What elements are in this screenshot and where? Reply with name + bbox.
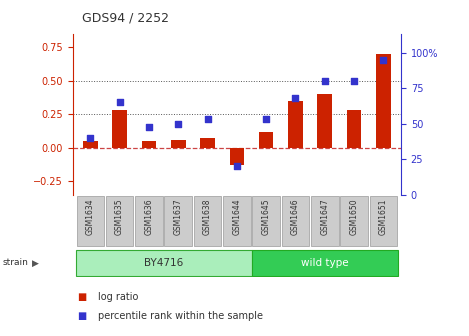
Bar — [171, 140, 186, 148]
Bar — [83, 141, 98, 148]
Text: GSM1645: GSM1645 — [262, 198, 271, 235]
Point — [145, 124, 153, 129]
Text: BY4716: BY4716 — [144, 258, 183, 268]
Text: GDS94 / 2252: GDS94 / 2252 — [82, 12, 169, 25]
Text: GSM1647: GSM1647 — [320, 198, 329, 235]
Text: ▶: ▶ — [32, 258, 39, 267]
Point — [292, 95, 299, 101]
Text: GSM1635: GSM1635 — [115, 198, 124, 235]
Bar — [229, 148, 244, 165]
Text: GSM1636: GSM1636 — [144, 198, 153, 235]
Point — [321, 78, 328, 84]
FancyBboxPatch shape — [251, 250, 398, 276]
Text: GSM1646: GSM1646 — [291, 198, 300, 235]
Bar — [142, 141, 156, 148]
Text: ■: ■ — [77, 292, 87, 302]
FancyBboxPatch shape — [252, 196, 280, 246]
Text: percentile rank within the sample: percentile rank within the sample — [98, 311, 264, 321]
FancyBboxPatch shape — [370, 196, 397, 246]
Text: ■: ■ — [77, 311, 87, 321]
Bar — [259, 132, 273, 148]
FancyBboxPatch shape — [76, 250, 251, 276]
Point — [262, 117, 270, 122]
Point — [86, 135, 94, 141]
FancyBboxPatch shape — [223, 196, 250, 246]
Text: GSM1638: GSM1638 — [203, 198, 212, 235]
Text: GSM1634: GSM1634 — [86, 198, 95, 235]
Point — [233, 164, 241, 169]
Text: wild type: wild type — [301, 258, 348, 268]
Point — [116, 100, 123, 105]
Bar — [376, 54, 391, 148]
FancyBboxPatch shape — [106, 196, 133, 246]
FancyBboxPatch shape — [311, 196, 339, 246]
FancyBboxPatch shape — [165, 196, 192, 246]
FancyBboxPatch shape — [194, 196, 221, 246]
FancyBboxPatch shape — [76, 196, 104, 246]
Point — [379, 57, 387, 62]
Text: GSM1637: GSM1637 — [174, 198, 183, 235]
Point — [350, 78, 358, 84]
Text: strain: strain — [2, 258, 28, 267]
Point — [204, 117, 211, 122]
FancyBboxPatch shape — [340, 196, 368, 246]
Text: GSM1644: GSM1644 — [232, 198, 242, 235]
Text: GSM1650: GSM1650 — [349, 198, 359, 235]
Text: log ratio: log ratio — [98, 292, 139, 302]
Bar — [288, 101, 303, 148]
Bar — [200, 138, 215, 148]
FancyBboxPatch shape — [282, 196, 309, 246]
Text: GSM1651: GSM1651 — [379, 198, 388, 235]
Bar — [347, 110, 362, 148]
Bar — [318, 94, 332, 148]
FancyBboxPatch shape — [135, 196, 163, 246]
Bar — [112, 110, 127, 148]
Point — [174, 121, 182, 126]
